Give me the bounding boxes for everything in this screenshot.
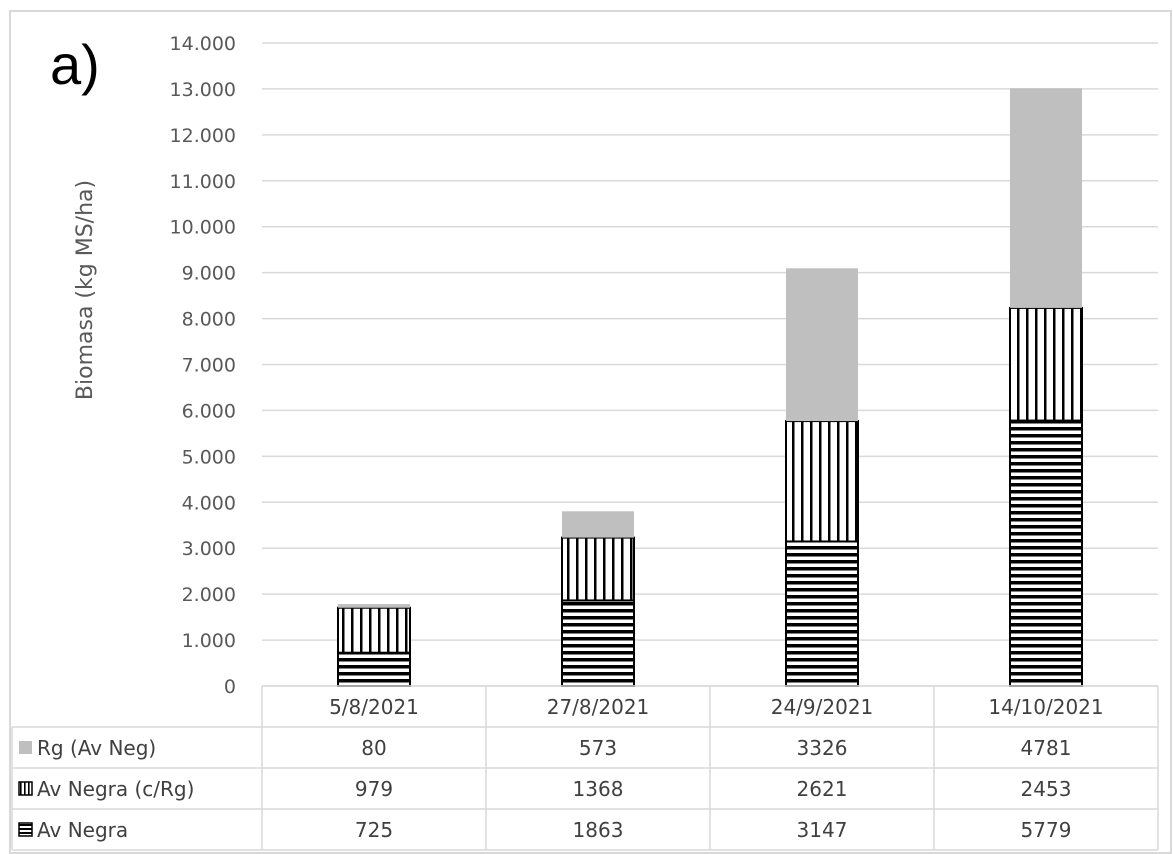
bar-segment	[562, 511, 634, 538]
bar-segment	[337, 651, 411, 687]
bar-segment	[561, 536, 635, 602]
table-value: 3147	[797, 818, 848, 842]
y-tick-label: 0	[224, 676, 236, 698]
data-table: 5/8/2021 27/8/2021 24/9/2021 14/10/2021 Rg (…	[11, 685, 1159, 851]
table-value: 979	[355, 777, 393, 801]
bar-stacks	[337, 88, 1083, 687]
y-tick-label: 10.000	[170, 217, 236, 239]
x-category-label: 5/8/2021	[329, 695, 419, 719]
bar-segment	[1009, 306, 1083, 422]
y-tick-label: 5.000	[182, 446, 236, 468]
x-category-label: 27/8/2021	[547, 695, 650, 719]
y-tick-label: 1.000	[182, 630, 236, 652]
y-tick-label: 9.000	[182, 263, 236, 285]
bar-segment	[337, 606, 411, 654]
series-label: Av Negra (c/Rg)	[37, 777, 194, 801]
table-value: 5779	[1021, 818, 1072, 842]
y-tick-label: 6.000	[182, 400, 236, 422]
bar-stack	[785, 268, 859, 687]
legend-swatch	[18, 822, 33, 837]
bar-segment	[561, 599, 635, 687]
bar-segment	[785, 540, 859, 687]
y-tick-label: 13.000	[170, 79, 236, 101]
bar-stack	[561, 511, 635, 687]
bar-stack	[1009, 88, 1083, 687]
bar-stack	[337, 604, 411, 687]
table-value: 2621	[797, 777, 848, 801]
y-axis-label: Biomasa (kg MS/ha)	[73, 180, 98, 400]
chart-frame	[9, 10, 1172, 854]
series-label: Av Negra	[37, 818, 128, 842]
table-value: 1368	[573, 777, 624, 801]
y-tick-label: 4.000	[182, 492, 236, 514]
x-category-label: 24/9/2021	[771, 695, 874, 719]
series-label: Rg (Av Neg)	[37, 736, 156, 760]
legend-swatch	[18, 781, 33, 796]
table-value: 4781	[1021, 736, 1072, 760]
y-tick-label: 7.000	[182, 355, 236, 377]
y-tick-label: 3.000	[182, 538, 236, 560]
table-value: 573	[579, 736, 617, 760]
bar-segment	[785, 420, 859, 543]
panel-label: a)	[50, 33, 100, 96]
table-value: 3326	[797, 736, 848, 760]
bar-segment	[786, 268, 858, 422]
bar-segment	[338, 604, 410, 608]
table-value: 725	[355, 818, 393, 842]
x-category-label: 14/10/2021	[988, 695, 1103, 719]
table-value: 1863	[573, 818, 624, 842]
bar-segment	[1010, 88, 1082, 308]
gridlines	[262, 42, 1158, 687]
bar-segment	[1009, 419, 1083, 687]
table-value: 80	[361, 736, 386, 760]
y-tick-label: 2.000	[182, 584, 236, 606]
y-tick-label: 11.000	[170, 171, 236, 193]
legend-swatch	[19, 741, 32, 754]
table-value: 2453	[1021, 777, 1072, 801]
y-tick-label: 8.000	[182, 309, 236, 331]
y-axis-tick-labels: 0 1.000 2.000 3.000 4.000 5.000 6.000 7.000 8.00…	[170, 33, 236, 698]
y-tick-label: 14.000	[170, 33, 236, 55]
y-tick-label: 12.000	[170, 125, 236, 147]
